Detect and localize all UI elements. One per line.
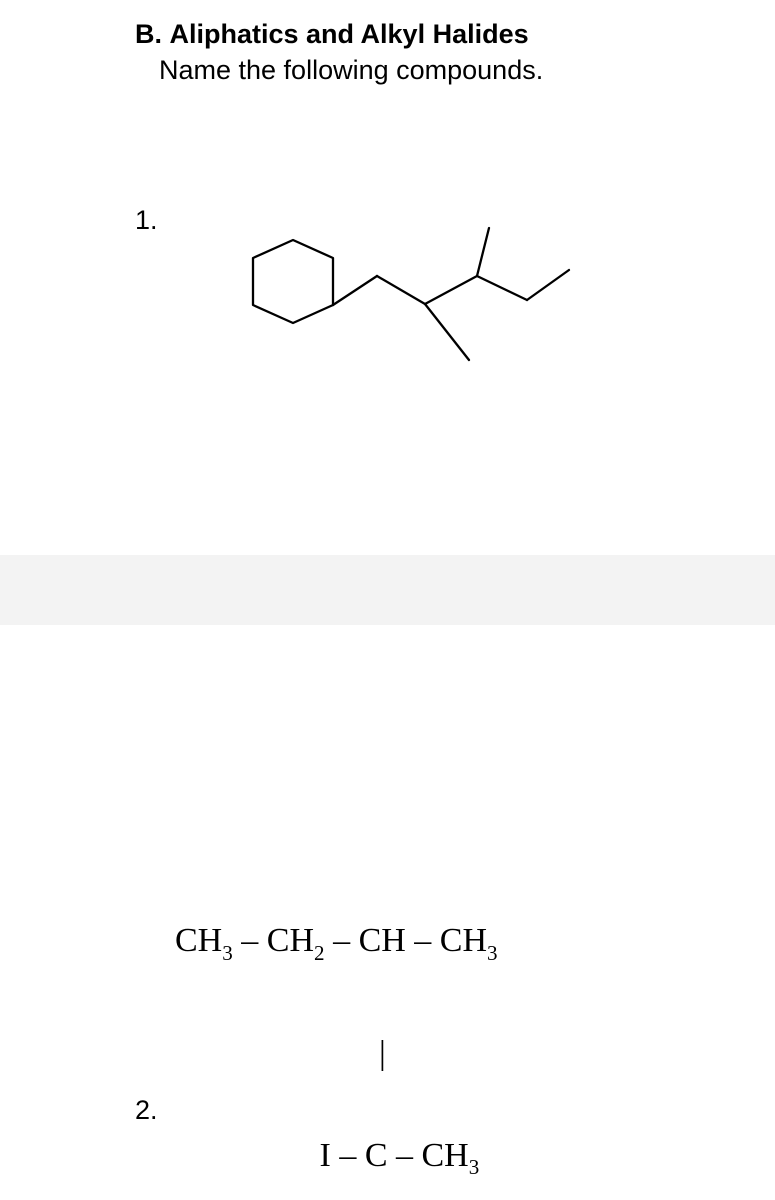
section-heading: B. Aliphatics and Alkyl Halides Name the… [135,18,543,88]
question-1-structure [225,200,605,400]
formula-row-1: CH3 – CH2 – CH – CH3 [175,923,695,964]
section-label: B. [135,19,162,49]
question-1-number: 1. [135,205,158,236]
page-root: B. Aliphatics and Alkyl Halides Name the… [0,0,775,1200]
question-2-formula: CH3 – CH2 – CH – CH3 | I – C – CH3 | CH3 [175,852,695,1200]
heading-line-1: B. Aliphatics and Alkyl Halides [135,18,543,52]
formula-bond-1: | [175,1036,695,1067]
formula-row-2: I – C – CH3 [175,1138,695,1179]
section-instruction: Name the following compounds. [159,54,543,88]
page-divider-band [0,555,775,625]
question-2-number: 2. [135,1095,158,1126]
section-title: Aliphatics and Alkyl Halides [170,19,529,49]
